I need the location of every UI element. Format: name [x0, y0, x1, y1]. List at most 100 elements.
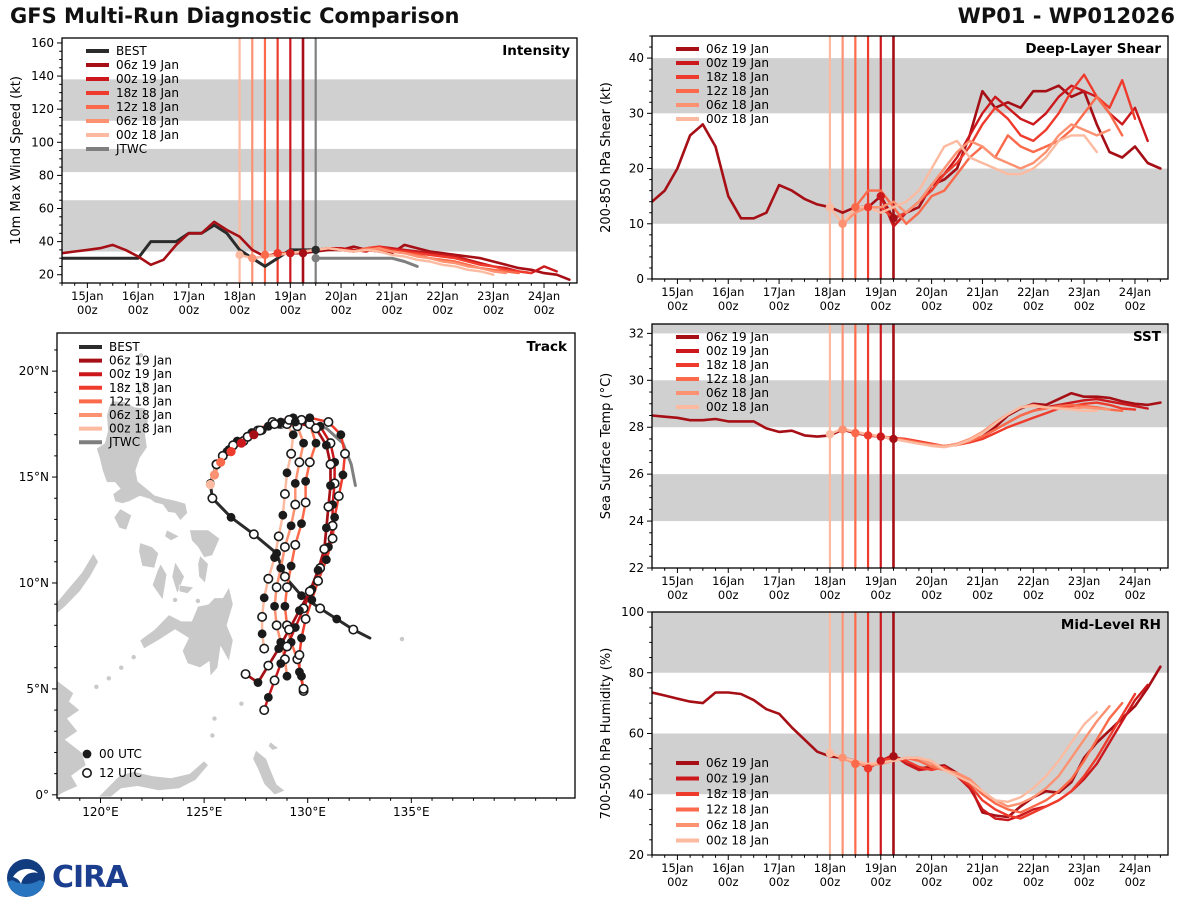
legend-label: 12z 18 Jan [706, 84, 769, 98]
intensity-series-00z-18-jan [238, 247, 495, 276]
legend-label: 18z 18 Jan [706, 70, 769, 84]
y-tick-label: 24 [629, 514, 644, 528]
legend-label: 12z 18 Jan [116, 100, 179, 114]
islet [195, 598, 201, 604]
position-dot-12utc [294, 457, 305, 468]
x-tick-label: 18Jan [814, 574, 846, 588]
y-tick-label: 10 [629, 217, 644, 231]
sst-series-00z-18-jan [828, 404, 1098, 449]
land-polygon [138, 542, 159, 569]
position-dot-12utc [259, 643, 270, 654]
y-tick-label: 32 [629, 326, 644, 340]
x-tick-label: 20Jan [915, 861, 947, 875]
islet [210, 733, 215, 738]
position-dot-12utc [304, 586, 315, 597]
lon-tick-label: 125°E [186, 805, 223, 819]
legend-label: 00z 19 Jan [706, 56, 769, 70]
position-dot-00utc [297, 633, 306, 643]
x-tick-sublabel: 00z [1125, 875, 1146, 889]
x-tick-sublabel: 00z [870, 588, 891, 602]
position-dot-00utc [253, 678, 263, 687]
position-dot-12utc [323, 501, 334, 512]
shear-series-06z-18-jan [841, 123, 1111, 225]
position-dot-12utc [300, 497, 311, 508]
islet [212, 716, 217, 721]
position-dot-00utc [226, 512, 236, 522]
init-dot [311, 253, 320, 263]
x-tick-label: 19Jan [865, 285, 897, 299]
x-tick-sublabel: 00z [972, 875, 993, 889]
position-dot-00utc [330, 512, 340, 522]
position-dot-00utc [321, 555, 331, 565]
position-dot-00utc [338, 470, 348, 480]
legend-label: 00z 18 Jan [109, 422, 172, 436]
position-dot-00utc [305, 413, 315, 423]
rh-series-00z-18-jan [828, 711, 1098, 803]
land-polygon [139, 586, 234, 677]
position-dot-12utc [313, 575, 324, 586]
position-dot-12utc [248, 529, 259, 540]
x-tick-label: 17Jan [763, 861, 795, 875]
y-tick-label: 40 [39, 235, 54, 249]
position-dot-12utc [263, 660, 274, 671]
position-dot-00utc [282, 468, 292, 478]
position-dot-12utc [333, 491, 344, 502]
islet [239, 701, 244, 706]
x-tick-sublabel: 00z [820, 299, 841, 313]
x-tick-sublabel: 00z [534, 303, 555, 317]
legend-label: BEST [109, 340, 140, 354]
y-tick-label: 80 [39, 168, 54, 182]
land-polygon [113, 508, 132, 531]
x-tick-sublabel: 00z [870, 875, 891, 889]
position-dot-00utc [286, 521, 296, 531]
position-dot-12utc [310, 423, 321, 434]
islet [94, 684, 99, 689]
legend-label: 06z 18 Jan [706, 386, 769, 400]
y-tick-label: 30 [629, 106, 644, 120]
position-dot-12utc [271, 582, 282, 593]
x-tick-sublabel: 00z [718, 299, 739, 313]
x-tick-sublabel: 00z [820, 588, 841, 602]
y-tick-label: 20 [39, 268, 54, 282]
shear-y-axis-label: 200-850 hPa Shear (kt) [599, 82, 614, 233]
legend-label: 12z 18 Jan [706, 803, 769, 817]
track-start-dot [216, 457, 226, 467]
init-dot [876, 191, 885, 201]
figure-title: GFS Multi-Run Diagnostic Comparison [10, 4, 460, 28]
position-dot-00utc [307, 595, 317, 605]
x-tick-label: 20Jan [325, 289, 357, 303]
y-tick-label: 160 [31, 36, 54, 50]
position-dot-12utc [281, 582, 292, 593]
legend-12utc-label: 12 UTC [99, 766, 142, 780]
position-dot-12utc [273, 531, 284, 542]
lat-tick-label: 15°N [19, 470, 49, 484]
legend-label: 06z 18 Jan [706, 98, 769, 112]
track-start-dot [236, 438, 247, 448]
land-polygon [57, 552, 99, 614]
legend-label: 00z 19 Jan [116, 72, 179, 86]
x-tick-label: 23Jan [1068, 574, 1100, 588]
legend-label: 00z 19 Jan [706, 344, 769, 358]
legend-label: JTWC [115, 142, 147, 156]
position-dot-00utc [295, 606, 304, 615]
init-dot [825, 430, 835, 439]
x-tick-sublabel: 00z [1125, 299, 1146, 313]
position-dot-00utc [295, 667, 304, 677]
islet [172, 597, 178, 603]
storm-id-title: WP01 - WP012026 [957, 4, 1175, 28]
position-dot-00utc [290, 479, 300, 488]
y-tick-label: 140 [31, 69, 54, 83]
init-dot [889, 752, 898, 761]
x-tick-sublabel: 00z [921, 875, 942, 889]
x-tick-sublabel: 00z [667, 299, 688, 313]
y-tick-label: 40 [629, 787, 644, 801]
position-dot-12utc [284, 624, 295, 635]
position-dot-12utc [294, 650, 305, 661]
legend-label: 06z 19 Jan [706, 330, 769, 344]
x-tick-label: 22Jan [1017, 861, 1049, 875]
x-tick-label: 24Jan [1119, 861, 1151, 875]
x-tick-label: 20Jan [915, 574, 947, 588]
axes-frame [61, 37, 578, 284]
position-dot-00utc [321, 523, 331, 533]
